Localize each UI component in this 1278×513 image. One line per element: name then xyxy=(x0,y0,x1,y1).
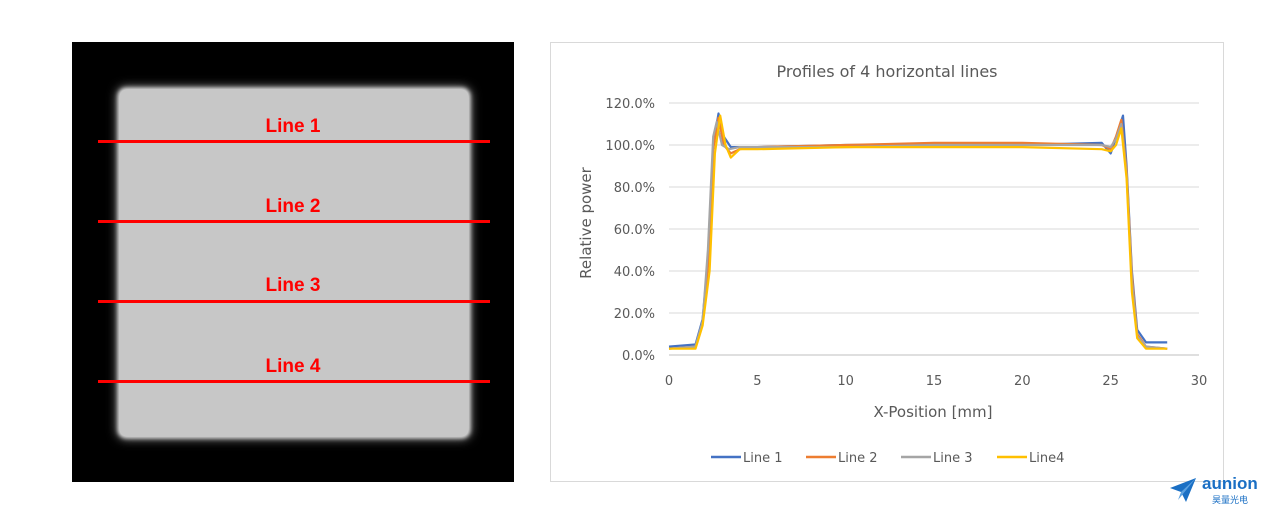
series-line-3 xyxy=(668,120,1168,350)
x-tick-label: 5 xyxy=(753,374,761,389)
y-tick-label: 20.0% xyxy=(614,307,655,322)
y-tick-label: 40.0% xyxy=(614,265,655,280)
scan-line-3 xyxy=(98,300,490,303)
y-tick-label: 80.0% xyxy=(614,181,655,196)
x-tick-label: 10 xyxy=(837,374,854,389)
scan-line-2-label: Line 2 xyxy=(265,196,321,217)
legend-label: Line 3 xyxy=(933,451,973,466)
x-tick-label: 15 xyxy=(926,374,943,389)
legend: Line 1 Line 2 Line 3 Line4 xyxy=(711,451,1064,466)
logo-subtitle: 昊量光电 xyxy=(1212,496,1249,506)
x-tick-label: 20 xyxy=(1014,374,1031,389)
legend-label: Line 2 xyxy=(838,451,878,466)
x-axis-label: X-Position [mm] xyxy=(873,403,992,421)
y-tick-label: 60.0% xyxy=(614,223,655,238)
legend-label: Line 1 xyxy=(743,451,783,466)
x-tick-labels: 0 5 10 15 20 25 30 xyxy=(665,374,1207,389)
y-tick-label: 100.0% xyxy=(605,139,655,154)
legend-label: Line4 xyxy=(1029,451,1064,466)
gridlines xyxy=(669,102,1199,356)
scan-line-2 xyxy=(98,220,490,223)
series-line-2 xyxy=(668,116,1168,350)
x-tick-label: 30 xyxy=(1191,374,1208,389)
profile-chart-svg: Profiles of 4 horizontal lines 0.0% 20.0%… xyxy=(577,62,1207,466)
scan-line-4-label: Line 4 xyxy=(265,356,321,377)
chart-title: Profiles of 4 horizontal lines xyxy=(776,62,997,81)
y-tick-label: 120.0% xyxy=(605,97,655,112)
beam-spot xyxy=(120,90,468,436)
scan-line-4 xyxy=(98,380,490,383)
x-tick-label: 25 xyxy=(1102,374,1119,389)
beam-profile-image: Line 1 Line 2 Line 3 Line 4 xyxy=(72,42,514,482)
paper-plane-icon xyxy=(1170,478,1196,502)
profile-chart: Profiles of 4 horizontal lines 0.0% 20.0%… xyxy=(550,42,1224,482)
series-lines xyxy=(668,112,1168,350)
scan-line-3-label: Line 3 xyxy=(265,275,321,296)
logo-wordmark: aunion xyxy=(1202,474,1258,493)
series-line-4 xyxy=(669,114,1168,350)
scan-line-1 xyxy=(98,140,490,143)
scan-line-1-label: Line 1 xyxy=(265,116,321,137)
y-axis-label: Relative power xyxy=(577,166,595,278)
y-tick-labels: 0.0% 20.0% 40.0% 60.0% 80.0% 100.0% 120.0% xyxy=(605,97,655,364)
aunion-logo: aunion 昊量光电 xyxy=(1168,474,1272,506)
x-tick-label: 0 xyxy=(665,374,673,389)
y-tick-label: 0.0% xyxy=(622,349,655,364)
